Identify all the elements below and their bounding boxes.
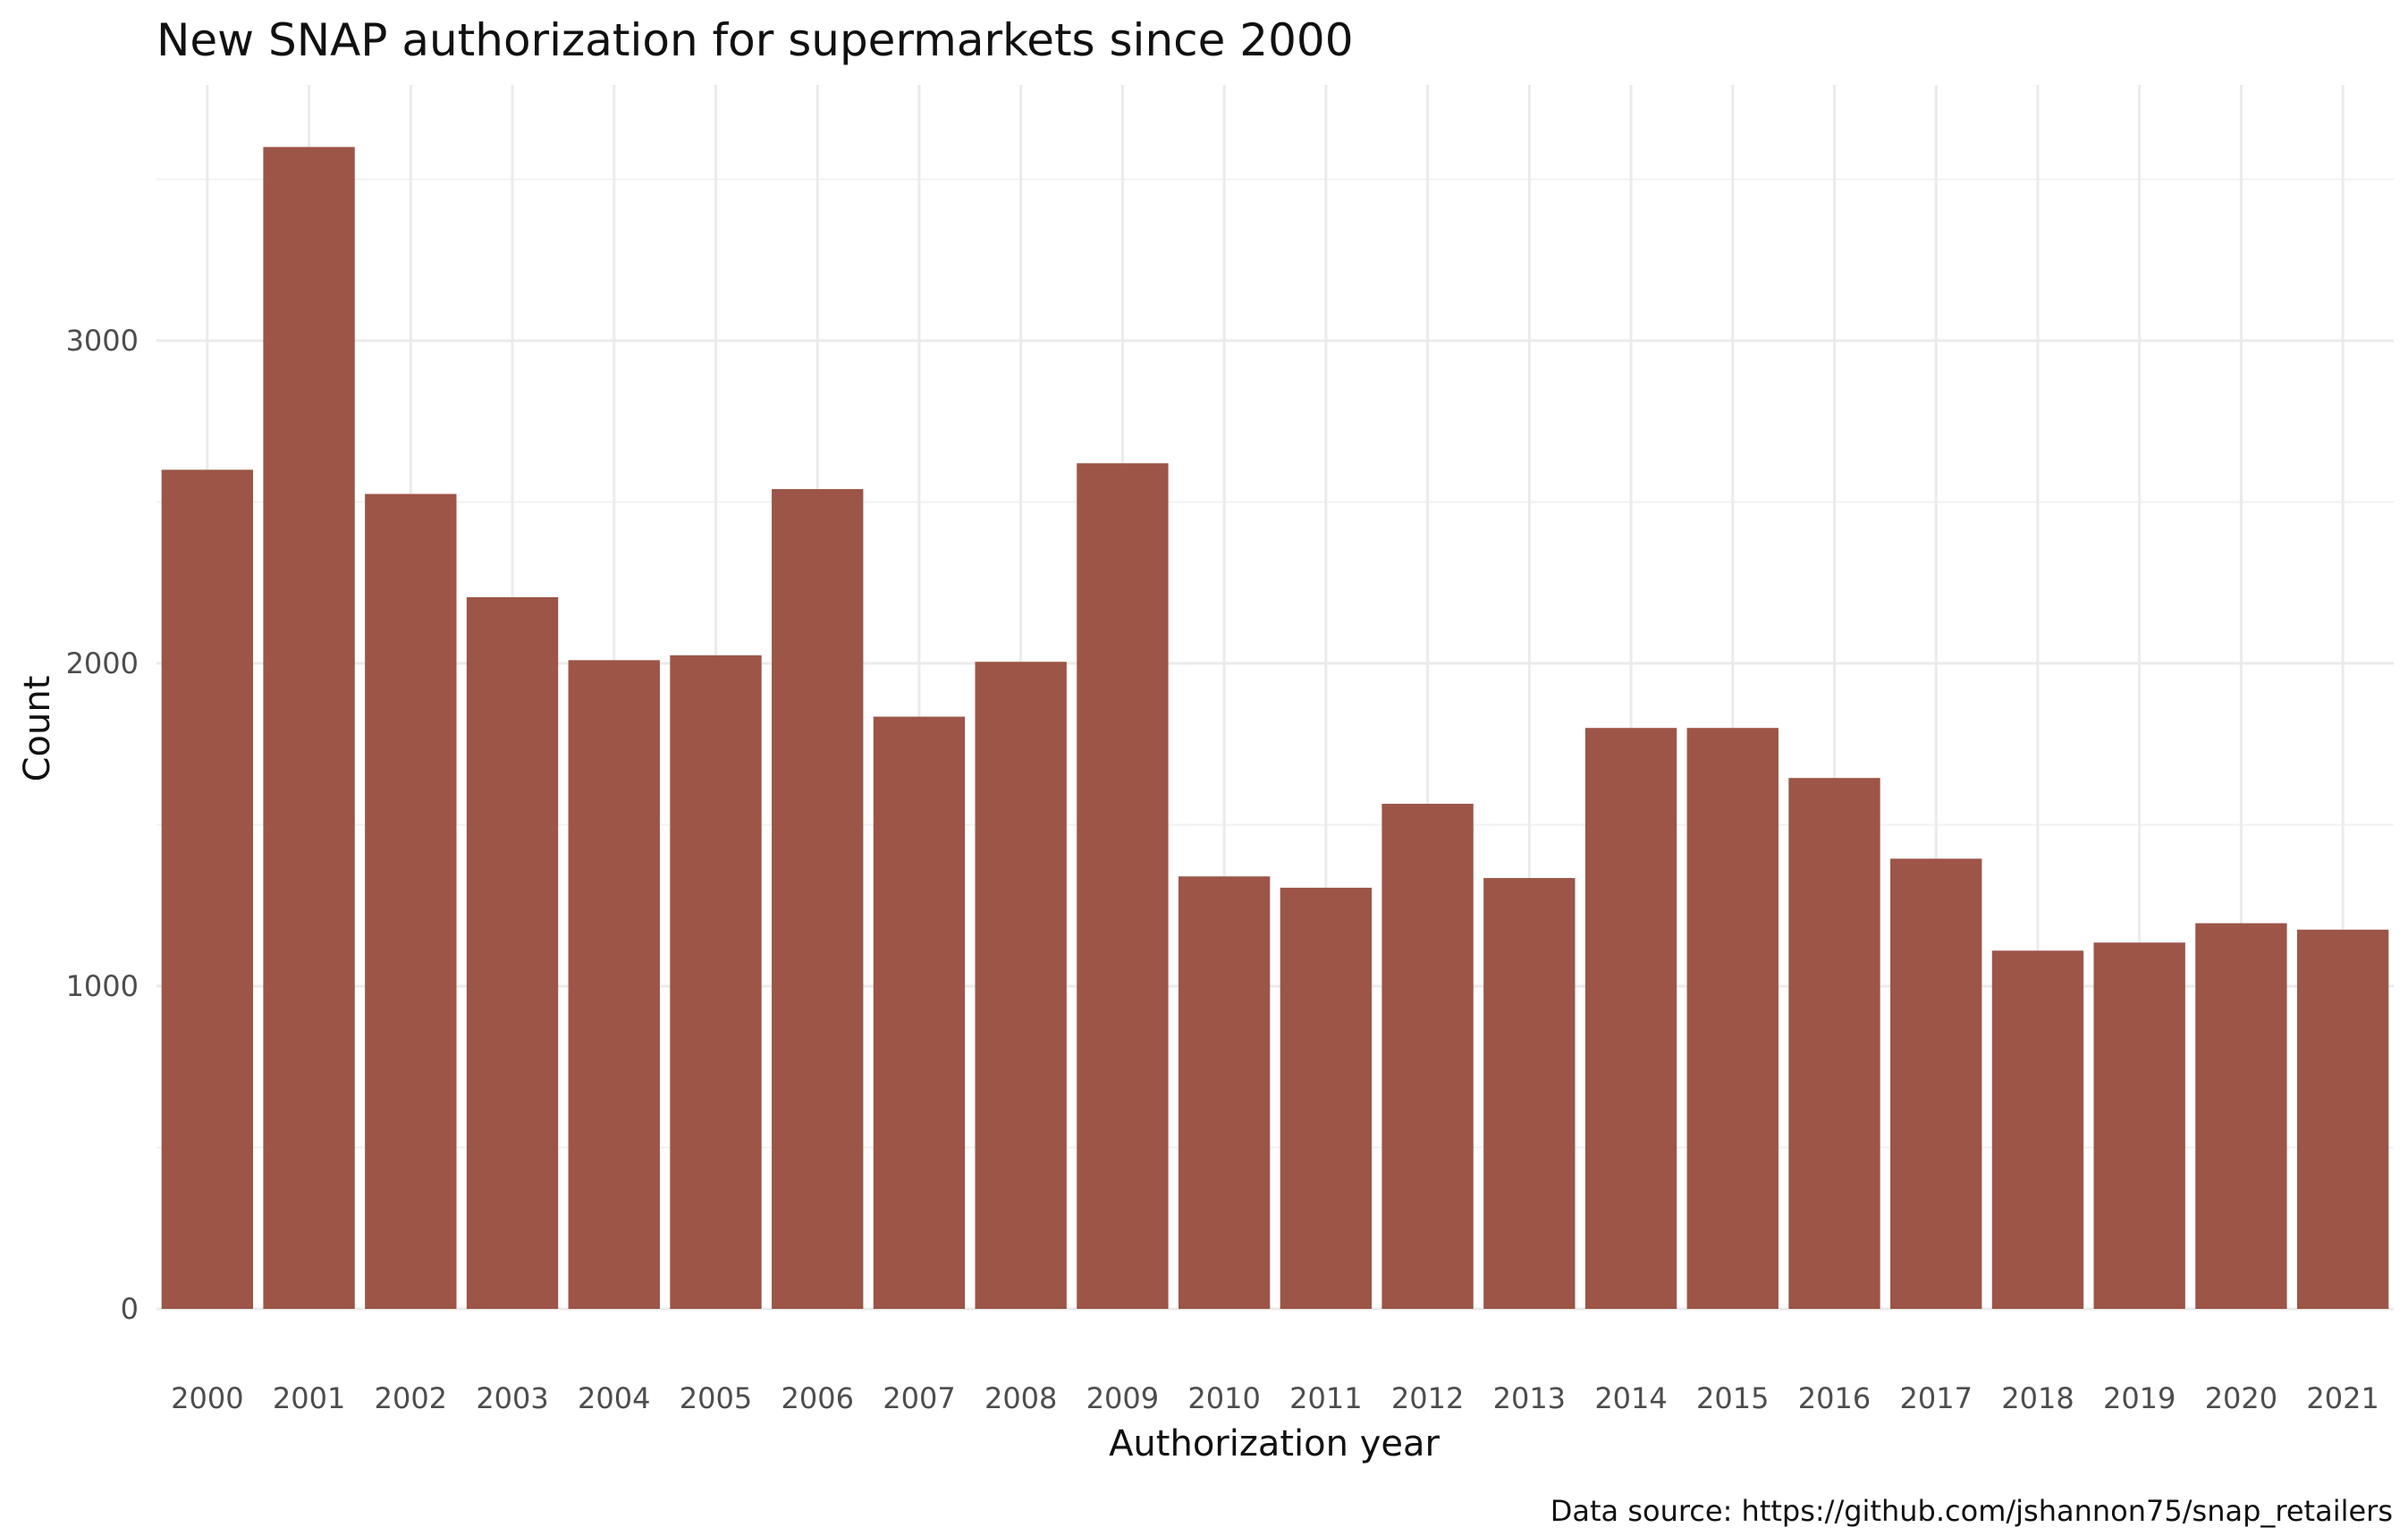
x-tick-label: 2007 (883, 1381, 955, 1415)
y-tick-label: 0 (121, 1292, 139, 1326)
x-tick-label: 2003 (476, 1381, 548, 1415)
bar-2008 (975, 662, 1067, 1309)
bar-2015 (1686, 728, 1779, 1309)
bar-2012 (1381, 804, 1474, 1309)
x-tick-label: 2010 (1187, 1381, 1260, 1415)
x-axis-title: Authorization year (1109, 1423, 1440, 1464)
x-tick-label: 2014 (1594, 1381, 1667, 1415)
x-tick-label: 2001 (273, 1381, 345, 1415)
x-tick-label: 2000 (171, 1381, 243, 1415)
bar-2010 (1178, 876, 1271, 1309)
bar-2009 (1077, 463, 1169, 1309)
bar-2002 (365, 494, 457, 1309)
x-tick-label: 2016 (1798, 1381, 1871, 1415)
x-tick-label: 2008 (984, 1381, 1057, 1415)
bar-2019 (2093, 942, 2185, 1309)
y-tick-label: 3000 (66, 324, 139, 358)
data-source-caption: Data source: https://github.com/jshannon… (1550, 1494, 2393, 1528)
x-axis-ticks: 2000 2001 2002 2003 2004 2005 2006 2007 2008 2009… (171, 1381, 2379, 1415)
bar-2000 (161, 469, 254, 1309)
x-tick-label: 2004 (578, 1381, 650, 1415)
chart-title: New SNAP authorization for supermarkets … (156, 14, 1354, 66)
x-tick-label: 2012 (1391, 1381, 1464, 1415)
y-tick-label: 1000 (66, 969, 139, 1003)
bar-2004 (568, 660, 660, 1309)
bar-2005 (670, 654, 762, 1309)
bar-2018 (1991, 950, 2084, 1309)
y-axis-ticks: 0 1000 2000 3000 (66, 324, 139, 1326)
bar-2021 (2296, 929, 2389, 1309)
x-tick-label: 2020 (2205, 1381, 2277, 1415)
y-axis-title: Count (17, 676, 58, 782)
x-tick-label: 2005 (680, 1381, 752, 1415)
x-tick-label: 2018 (2001, 1381, 2074, 1415)
x-tick-label: 2017 (1900, 1381, 1973, 1415)
bar-2013 (1483, 878, 1576, 1309)
bar-2016 (1788, 778, 1880, 1309)
bar-2007 (873, 716, 966, 1309)
bar-2001 (263, 147, 355, 1309)
bar-2014 (1584, 728, 1677, 1309)
x-tick-label: 2019 (2103, 1381, 2176, 1415)
bar-2006 (772, 489, 864, 1309)
bars (161, 147, 2389, 1309)
bar-2017 (1890, 858, 1982, 1309)
x-tick-label: 2009 (1086, 1381, 1159, 1415)
x-tick-label: 2021 (2306, 1381, 2378, 1415)
x-tick-label: 2002 (375, 1381, 447, 1415)
bar-2011 (1280, 887, 1373, 1309)
bar-2020 (2195, 923, 2287, 1309)
x-tick-label: 2015 (1696, 1381, 1769, 1415)
y-tick-label: 2000 (66, 646, 139, 680)
x-tick-label: 2006 (782, 1381, 854, 1415)
bar-2003 (466, 596, 559, 1309)
x-tick-label: 2011 (1289, 1381, 1362, 1415)
x-tick-label: 2013 (1493, 1381, 1566, 1415)
